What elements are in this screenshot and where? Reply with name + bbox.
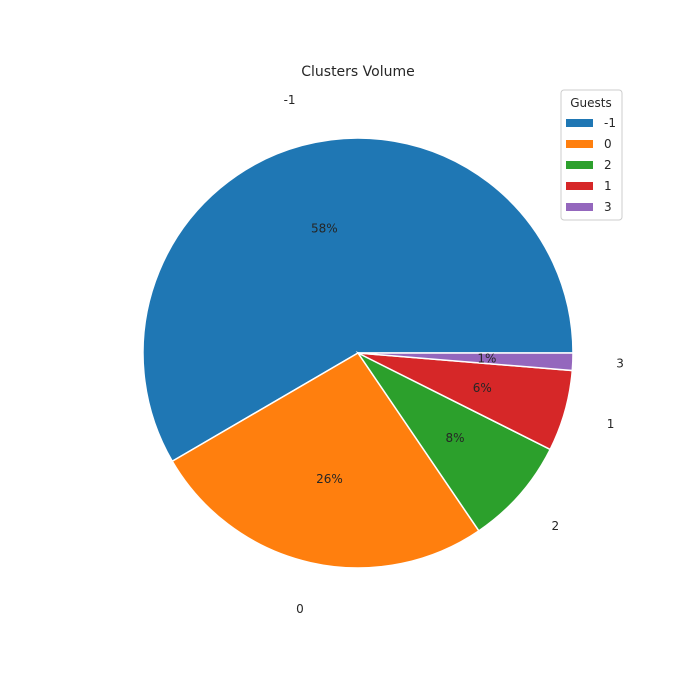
slice-label-2: 2 [551, 519, 559, 533]
slice-label-3: 3 [616, 357, 624, 371]
slice-label-0: 0 [296, 602, 304, 616]
legend-label-1: 1 [604, 179, 612, 193]
percent-label--1: 58% [311, 221, 338, 235]
pie-slice-2 [355, 351, 552, 532]
legend-swatch-2 [566, 161, 593, 169]
legend-label-3: 3 [604, 200, 612, 214]
pie-labels: -1 58% 0 26% 2 8% 1 6% 3 1% [284, 93, 624, 616]
chart-title: Clusters Volume [301, 64, 415, 80]
legend-swatch-1 [566, 182, 593, 190]
legend-label--1: -1 [604, 116, 616, 130]
legend-swatch-0 [566, 140, 593, 148]
percent-label-2: 8% [446, 431, 465, 445]
pie-slice-0 [171, 351, 480, 569]
slice-label-1: 1 [607, 417, 615, 431]
legend-label-0: 0 [604, 137, 612, 151]
legend-swatch-3 [566, 203, 593, 211]
pie-slices [142, 137, 574, 569]
legend-label-2: 2 [604, 158, 612, 172]
pie-slice--1 [142, 137, 574, 463]
legend: Guests -1 0 2 1 3 [560, 89, 623, 221]
percent-label-0: 26% [316, 472, 343, 486]
percent-label-1: 6% [473, 381, 492, 395]
legend-swatch--1 [566, 119, 593, 127]
slice-label--1: -1 [284, 93, 296, 107]
percent-label-3: 1% [477, 351, 496, 365]
legend-title: Guests [570, 96, 612, 110]
legend-items: -1 0 2 1 3 [566, 116, 616, 214]
pie-slice-3 [357, 352, 574, 372]
